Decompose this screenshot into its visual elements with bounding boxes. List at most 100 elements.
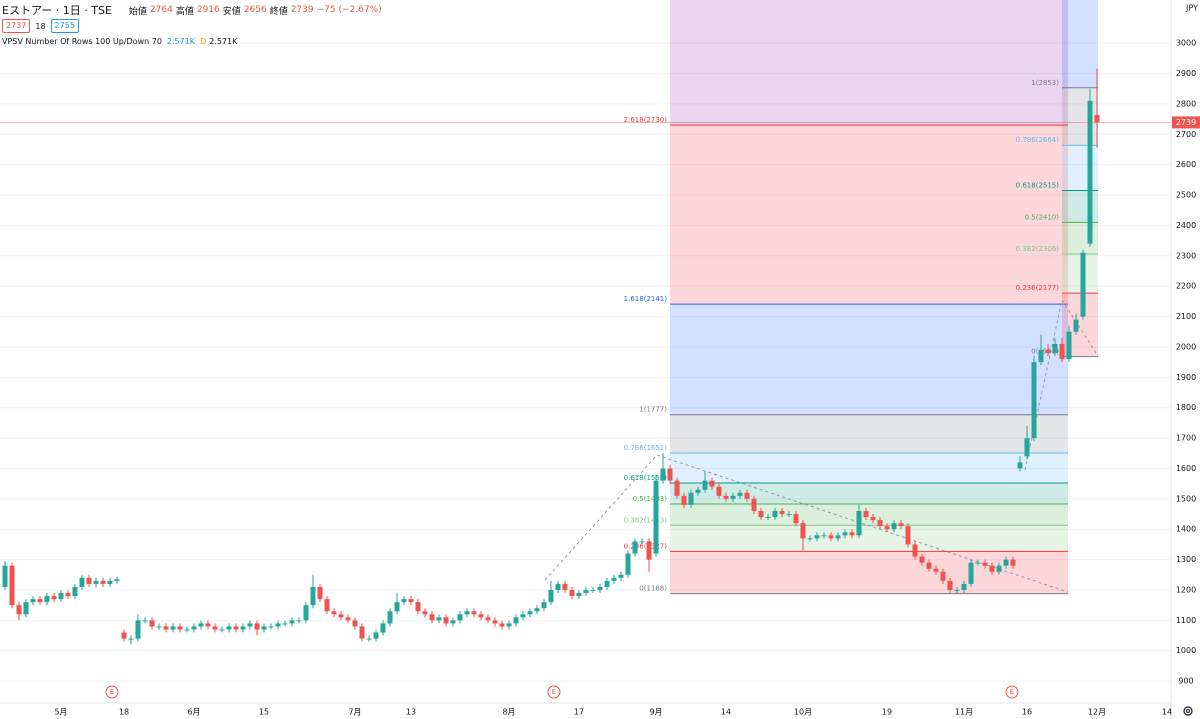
overlay: 2739 xyxy=(0,116,1200,129)
x-tick-label: 12月 xyxy=(1088,708,1106,717)
last-price-tag xyxy=(1172,116,1200,129)
fib-zone xyxy=(670,504,1068,526)
symbol-title[interactable]: Eストアー · 1日 · TSE xyxy=(2,4,112,17)
candle-body xyxy=(590,589,596,591)
candle-body xyxy=(933,568,939,572)
x-tick-label: 18 xyxy=(119,708,129,717)
fib-label: 0.382(2306) xyxy=(1016,245,1060,253)
candle-body xyxy=(436,617,442,621)
fib-label: 0(1188) xyxy=(639,585,667,593)
candle-body xyxy=(422,611,428,615)
candle-body xyxy=(506,623,512,627)
fib-label: 0.382(1413) xyxy=(624,516,668,524)
fib-label: 0.236(2177) xyxy=(1016,284,1060,292)
x-tick-label: 8月 xyxy=(502,708,515,717)
candle-body xyxy=(709,480,715,487)
fib-zone xyxy=(1062,190,1098,223)
fib-drawings: 0(1188) 0.236(1327) 0.382(1413) 0.5(1483) 0.… xyxy=(624,0,1098,595)
legend-row: Eストアー · 1日 · TSE 始値 2764 高値 2916 安値 2656 終値… xyxy=(2,2,382,18)
candle-body xyxy=(961,583,967,590)
candle-body xyxy=(639,541,645,543)
settings-icon[interactable] xyxy=(1183,706,1193,716)
trend-line xyxy=(1024,298,1099,471)
y-tick-label: 2900 xyxy=(1176,69,1196,78)
trend-lines xyxy=(544,298,1099,593)
candle-body xyxy=(1073,319,1079,332)
x-tick-label: 13 xyxy=(406,708,416,717)
candle-body xyxy=(632,541,638,554)
candle-body xyxy=(345,617,351,621)
candle-body xyxy=(296,620,302,622)
fib-label: 0.5(2410) xyxy=(1025,213,1060,221)
candle-body xyxy=(877,520,883,527)
candle-body xyxy=(1003,559,1009,566)
x-tick-label: 17 xyxy=(574,708,584,717)
fib-zone xyxy=(670,452,1068,484)
candle-body xyxy=(394,602,400,612)
candle-body xyxy=(597,586,603,590)
candle-body xyxy=(975,562,981,564)
ohlc-label: 終値 xyxy=(269,6,288,17)
candle-body xyxy=(548,589,554,603)
candle-body xyxy=(100,580,106,584)
candle-body xyxy=(1038,349,1044,363)
candle-body xyxy=(814,535,820,539)
y-tick-label: 2600 xyxy=(1176,160,1196,169)
candle-body xyxy=(856,510,862,536)
y-tick-label: 1000 xyxy=(1176,646,1196,655)
indicator-name[interactable]: VPSV Number Of Rows 100 Up/Down 70 xyxy=(2,37,162,46)
candle-body xyxy=(478,614,484,618)
y-tick-label: 1600 xyxy=(1176,464,1196,473)
x-tick-label: 5月 xyxy=(54,708,67,717)
y-tick-label: 2000 xyxy=(1176,342,1196,351)
x-tick-label: 7月 xyxy=(348,708,361,717)
ask[interactable]: 2755 xyxy=(50,19,79,33)
candle-body xyxy=(947,580,953,590)
candle-body xyxy=(772,510,778,518)
candle-body xyxy=(821,535,827,537)
candle-body xyxy=(177,626,183,630)
candle-body xyxy=(863,510,869,518)
candle-body xyxy=(240,626,246,630)
y-tick-label: 3000 xyxy=(1176,39,1196,48)
quote-row: 2737 18 2755 xyxy=(2,19,79,33)
candle-body xyxy=(107,580,113,584)
candle-body xyxy=(534,608,540,612)
candle-body xyxy=(429,614,435,621)
fib-zone-top xyxy=(1062,0,1098,88)
y-tick-label: 1700 xyxy=(1176,434,1196,443)
candle-body xyxy=(373,632,379,639)
event-marker[interactable] xyxy=(1005,685,1019,699)
candle-body xyxy=(149,620,155,627)
indicator-value: 2.571K xyxy=(166,37,196,46)
candle-body xyxy=(387,611,393,624)
candle-body xyxy=(366,638,372,640)
candle-body xyxy=(51,596,57,600)
gear[interactable] xyxy=(1183,706,1193,716)
y-tick-label: 1900 xyxy=(1176,373,1196,382)
candle-body xyxy=(758,510,764,518)
gear-center xyxy=(1186,709,1190,713)
candle-body xyxy=(674,480,680,496)
candle-body xyxy=(1045,349,1051,354)
candle-body xyxy=(310,586,316,606)
candle-body xyxy=(1031,362,1037,439)
candle-body xyxy=(954,589,960,591)
candle-body xyxy=(324,599,330,612)
candle-body xyxy=(1010,559,1016,566)
candle-body xyxy=(72,586,78,597)
fib-label: 0.786(2664) xyxy=(1016,136,1060,144)
event-label: E xyxy=(552,688,556,696)
candle-body xyxy=(219,629,225,631)
event-marker[interactable] xyxy=(105,685,119,699)
ohlc-value: 2656 xyxy=(243,5,267,15)
y-tick-label: 2100 xyxy=(1176,312,1196,321)
candle-body xyxy=(702,480,708,490)
event-marker[interactable] xyxy=(547,685,561,699)
y-tick-label: 1500 xyxy=(1176,494,1196,503)
candle-body xyxy=(471,611,477,615)
candle-body xyxy=(464,611,470,615)
candle-body xyxy=(443,617,449,624)
bid[interactable]: 2737 xyxy=(2,19,31,33)
candle-body xyxy=(996,565,1002,572)
